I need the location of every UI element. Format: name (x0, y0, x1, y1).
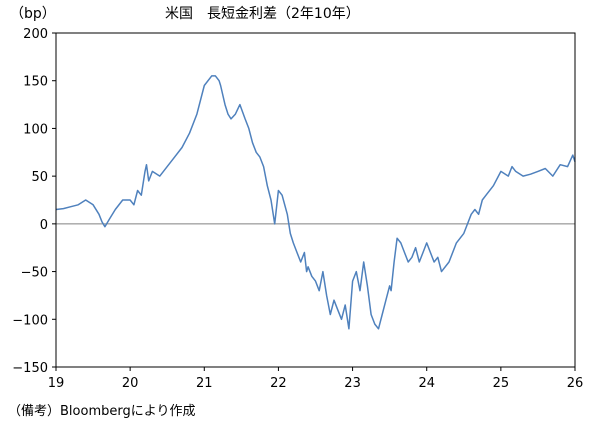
y-tick-label: 0 (40, 218, 48, 233)
x-tick-label: 25 (493, 376, 510, 391)
y-tick-label: 50 (31, 170, 48, 185)
chart-title: 米国 長短金利差（2年10年） (165, 6, 360, 22)
plot-frame (55, 32, 576, 368)
y-tick-label: −50 (21, 266, 48, 281)
series-line (55, 75, 576, 330)
x-tick-label: 20 (122, 376, 139, 391)
x-tick-label: 26 (567, 376, 584, 391)
x-tick-label: 24 (418, 376, 435, 391)
x-tick-label: 21 (196, 376, 213, 391)
x-tick-label: 19 (48, 376, 65, 391)
y-tick-label: 100 (23, 122, 48, 137)
y-tick-label: −100 (12, 313, 48, 328)
source-note: （備考）Bloombergにより作成 (8, 404, 196, 419)
y-axis-unit-label: （bp） (10, 6, 56, 22)
x-tick-label: 23 (344, 376, 361, 391)
x-tick-label: 22 (270, 376, 287, 391)
y-tick-label: 150 (23, 75, 48, 90)
y-axis: 200 150 100 50 0 −50 −100 −150 (12, 27, 56, 376)
x-axis: 19 20 21 22 23 24 25 26 (48, 367, 584, 391)
y-tick-label: 200 (23, 27, 48, 42)
y-tick-label: −150 (12, 361, 48, 376)
